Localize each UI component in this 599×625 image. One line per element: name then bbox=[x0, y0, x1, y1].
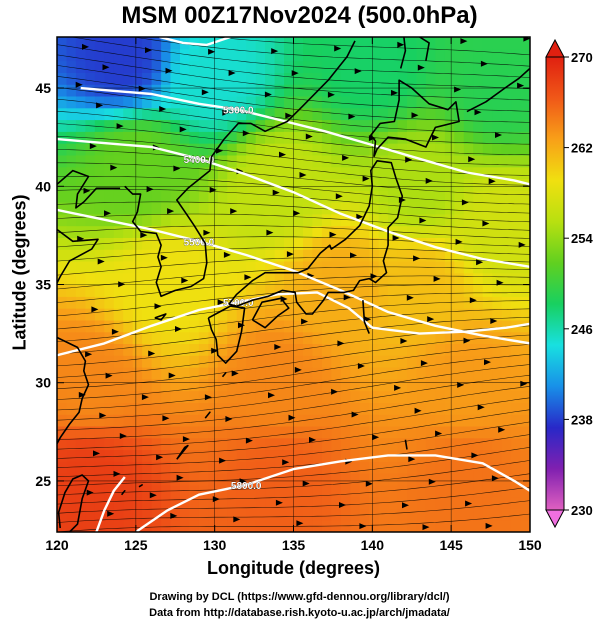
x-tick-label: 145 bbox=[439, 537, 463, 553]
coastline bbox=[404, 439, 408, 450]
colorbar-underflow-arrow bbox=[545, 509, 565, 529]
contour-line: 5300.0 bbox=[80, 86, 530, 186]
coastline bbox=[399, 37, 407, 69]
y-tick-label: 30 bbox=[35, 375, 51, 391]
credit-drawing: Drawing by DCL (https://www.gfd-dennou.o… bbox=[149, 591, 450, 603]
lat-lon-grid bbox=[57, 37, 530, 532]
coastline bbox=[419, 37, 430, 61]
contour-line: 5400.0 bbox=[57, 137, 530, 268]
coastline bbox=[57, 474, 90, 532]
colorbar-tick-label: 238 bbox=[571, 412, 593, 427]
contour-label: 5800.0 bbox=[231, 481, 262, 492]
contour-label: 5300.0 bbox=[223, 106, 254, 117]
colorbar-tick-label: 262 bbox=[571, 141, 593, 156]
contour-label: 5500.0 bbox=[184, 237, 215, 248]
coastline bbox=[370, 79, 460, 158]
coastlines bbox=[57, 37, 530, 532]
x-tick-label: 135 bbox=[282, 537, 306, 553]
contour-label: 5700.0 bbox=[223, 298, 254, 309]
contour-line: 5800.0 bbox=[135, 454, 530, 532]
colorbar: 230 238 246 254 262 270 bbox=[545, 38, 593, 529]
contour-line bbox=[95, 476, 126, 532]
coastline bbox=[57, 336, 90, 444]
colorbar-overflow-arrow bbox=[545, 38, 565, 58]
x-tick-label: 130 bbox=[203, 537, 227, 553]
coastline bbox=[154, 313, 167, 321]
coastline bbox=[57, 228, 99, 285]
x-tick-label: 120 bbox=[45, 537, 69, 553]
coastline bbox=[120, 490, 126, 496]
coastline bbox=[207, 305, 246, 364]
coastline bbox=[138, 484, 143, 488]
x-axis-label: Longitude (degrees) bbox=[206, 558, 380, 578]
y-axis-label: Latitude (degrees) bbox=[9, 194, 30, 351]
credit-data: Data from http://database.rish.kyoto-u.a… bbox=[149, 607, 450, 619]
y-tick-label: 45 bbox=[35, 80, 51, 96]
coastline bbox=[221, 372, 227, 378]
coastline bbox=[362, 300, 370, 334]
coastline bbox=[57, 169, 121, 209]
coastline bbox=[223, 40, 356, 140]
colorbar-tick-label: 230 bbox=[571, 503, 593, 518]
coastline bbox=[124, 138, 225, 298]
contour-line: 5700.0 bbox=[57, 291, 530, 357]
coastline bbox=[251, 297, 290, 329]
y-tick-label: 25 bbox=[35, 473, 51, 489]
chart-title: MSM 00Z17Nov2024 (500.0hPa) bbox=[121, 2, 478, 29]
y-tick-label: 40 bbox=[35, 178, 51, 194]
colorbar-tick-label: 270 bbox=[571, 50, 593, 65]
coastline bbox=[176, 444, 189, 460]
x-tick-label: 125 bbox=[124, 537, 148, 553]
coastline bbox=[228, 160, 404, 315]
colorbar-tick-label: 254 bbox=[571, 231, 593, 246]
contour-label: 5400.0 bbox=[184, 155, 215, 166]
coastline bbox=[466, 67, 530, 113]
x-tick-label: 140 bbox=[361, 537, 385, 553]
y-tick-label: 35 bbox=[35, 277, 51, 293]
x-tick-label: 150 bbox=[518, 537, 542, 553]
geopotential-contours: 5300.0 5400.0 5500.0 5700.0 5800.0 bbox=[57, 37, 530, 532]
contour-line bbox=[159, 37, 231, 47]
colorbar-tick-label: 246 bbox=[571, 322, 593, 337]
colorbar-body bbox=[545, 56, 565, 511]
coastline bbox=[204, 411, 211, 419]
axes: 120 125 130 135 140 145 150 25 30 35 40 45 bbox=[35, 37, 542, 553]
